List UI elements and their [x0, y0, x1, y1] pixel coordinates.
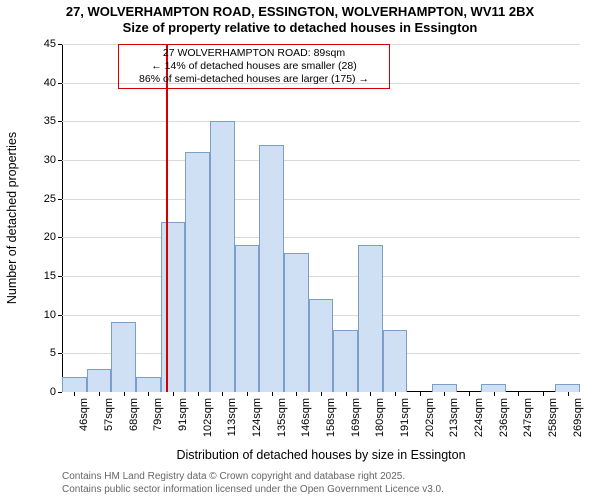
- x-tick-label: 269sqm: [572, 398, 584, 437]
- y-tick-label: 20: [44, 231, 62, 243]
- x-tick-mark: [222, 392, 223, 396]
- x-tick-label: 146sqm: [300, 398, 312, 437]
- histogram-bar: [161, 222, 186, 392]
- plot-area: 05101520253035404546sqm57sqm68sqm79sqm91…: [62, 44, 580, 392]
- annotation-line-3: 86% of semi-detached houses are larger (…: [125, 73, 383, 86]
- histogram-bar: [383, 330, 408, 392]
- x-tick-mark: [173, 392, 174, 396]
- histogram-bar: [87, 369, 112, 392]
- histogram-bar: [136, 377, 161, 392]
- y-tick-label: 40: [44, 77, 62, 89]
- x-tick-label: 191sqm: [399, 398, 411, 437]
- y-tick-label: 25: [44, 193, 62, 205]
- x-tick-label: 91sqm: [177, 398, 189, 431]
- y-tick-label: 35: [44, 115, 62, 127]
- x-tick-mark: [198, 392, 199, 396]
- y-tick-label: 15: [44, 270, 62, 282]
- histogram-bar: [555, 384, 580, 392]
- x-tick-label: 236sqm: [498, 398, 510, 437]
- histogram-bar: [111, 322, 136, 392]
- x-tick-mark: [148, 392, 149, 396]
- gridline: [62, 199, 580, 200]
- x-tick-mark: [247, 392, 248, 396]
- gridline: [62, 237, 580, 238]
- x-tick-mark: [469, 392, 470, 396]
- x-tick-mark: [543, 392, 544, 396]
- y-axis-title: Number of detached properties: [5, 132, 19, 304]
- gridline: [62, 121, 580, 122]
- x-tick-mark: [99, 392, 100, 396]
- x-tick-mark: [124, 392, 125, 396]
- x-axis-title: Distribution of detached houses by size …: [62, 448, 580, 462]
- annotation-line-1: 27 WOLVERHAMPTON ROAD: 89sqm: [125, 47, 383, 60]
- histogram-bar: [432, 384, 457, 392]
- x-tick-mark: [272, 392, 273, 396]
- histogram-bar: [309, 299, 334, 392]
- property-marker-line: [166, 44, 168, 392]
- x-tick-mark: [568, 392, 569, 396]
- footer-line-2: Contains public sector information licen…: [62, 484, 444, 497]
- y-axis-line: [62, 44, 63, 392]
- histogram-bar: [284, 253, 309, 392]
- x-tick-mark: [346, 392, 347, 396]
- x-tick-label: 202sqm: [424, 398, 436, 437]
- x-tick-label: 224sqm: [473, 398, 485, 437]
- x-tick-mark: [494, 392, 495, 396]
- x-tick-label: 135sqm: [276, 398, 288, 437]
- x-tick-mark: [296, 392, 297, 396]
- x-tick-mark: [321, 392, 322, 396]
- x-tick-label: 258sqm: [547, 398, 559, 437]
- histogram-bar: [481, 384, 506, 392]
- gridline: [62, 160, 580, 161]
- x-tick-label: 213sqm: [448, 398, 460, 437]
- x-tick-label: 169sqm: [350, 398, 362, 437]
- x-tick-label: 57sqm: [103, 398, 115, 431]
- title-line-2: Size of property relative to detached ho…: [0, 20, 600, 36]
- chart-container: 27, WOLVERHAMPTON ROAD, ESSINGTON, WOLVE…: [0, 0, 600, 500]
- x-tick-mark: [444, 392, 445, 396]
- y-tick-label: 5: [50, 347, 62, 359]
- x-tick-mark: [518, 392, 519, 396]
- x-tick-mark: [395, 392, 396, 396]
- y-tick-label: 30: [44, 154, 62, 166]
- y-tick-label: 45: [44, 38, 62, 50]
- chart-title: 27, WOLVERHAMPTON ROAD, ESSINGTON, WOLVE…: [0, 4, 600, 37]
- y-tick-label: 10: [44, 309, 62, 321]
- histogram-bar: [210, 121, 235, 392]
- histogram-bar: [333, 330, 358, 392]
- histogram-bar: [235, 245, 260, 392]
- histogram-bar: [358, 245, 383, 392]
- gridline: [62, 276, 580, 277]
- x-tick-label: 158sqm: [325, 398, 337, 437]
- x-tick-label: 180sqm: [374, 398, 386, 437]
- x-tick-label: 124sqm: [251, 398, 263, 437]
- y-tick-label: 0: [50, 386, 62, 398]
- x-tick-label: 247sqm: [522, 398, 534, 437]
- x-tick-mark: [74, 392, 75, 396]
- x-tick-label: 46sqm: [78, 398, 90, 431]
- histogram-bar: [185, 152, 210, 392]
- x-tick-mark: [420, 392, 421, 396]
- annotation-line-2: ← 14% of detached houses are smaller (28…: [125, 60, 383, 73]
- x-tick-mark: [370, 392, 371, 396]
- histogram-bar: [62, 377, 87, 392]
- x-tick-label: 113sqm: [226, 398, 238, 436]
- x-tick-label: 102sqm: [202, 398, 214, 437]
- footer-attribution: Contains HM Land Registry data © Crown c…: [62, 471, 444, 496]
- x-tick-label: 79sqm: [152, 398, 164, 431]
- histogram-bar: [259, 145, 284, 392]
- title-line-1: 27, WOLVERHAMPTON ROAD, ESSINGTON, WOLVE…: [0, 4, 600, 20]
- annotation-box: 27 WOLVERHAMPTON ROAD: 89sqm ← 14% of de…: [118, 44, 390, 89]
- footer-line-1: Contains HM Land Registry data © Crown c…: [62, 471, 444, 484]
- x-tick-label: 68sqm: [128, 398, 140, 431]
